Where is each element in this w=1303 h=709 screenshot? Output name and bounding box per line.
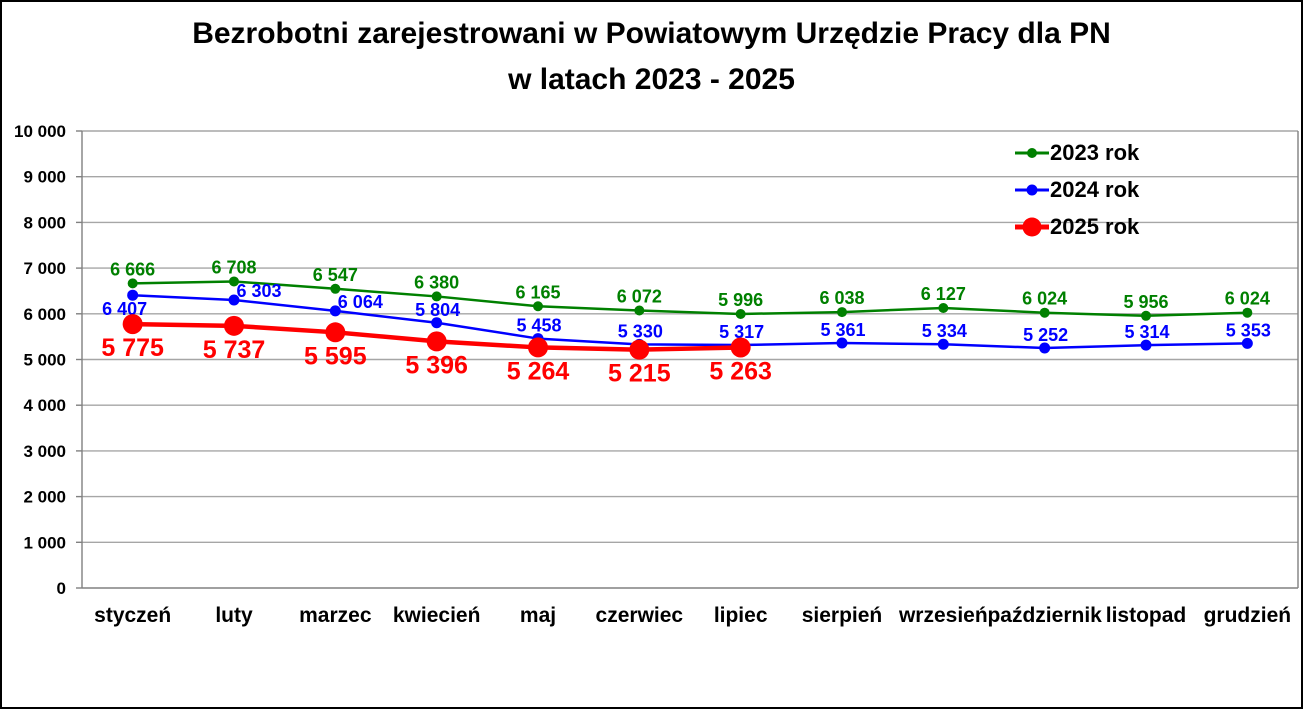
data-point-2023-7: [837, 307, 847, 318]
data-label-2023-6: 5 996: [718, 290, 763, 310]
data-label-2024-1: 6 303: [236, 281, 281, 301]
data-label-2024-11: 5 353: [1226, 320, 1271, 340]
data-point-2025-2: [325, 322, 346, 343]
data-point-2023-8: [938, 302, 949, 313]
data-label-2023-5: 6 072: [617, 287, 662, 307]
data-point-2023-11: [1242, 307, 1253, 318]
data-point-2025-1: [224, 315, 244, 336]
x-axis-label-2: marzec: [299, 604, 372, 627]
data-label-2024-0: 6 407: [102, 299, 147, 319]
data-point-2024-2: [329, 305, 341, 317]
data-label-2024-2: 6 064: [338, 292, 383, 312]
data-point-2023-3: [431, 291, 442, 302]
data-label-2023-10: 5 956: [1123, 292, 1168, 312]
x-axis-label-5: czerwiec: [596, 604, 684, 627]
data-point-2024-1: [228, 294, 240, 306]
data-label-2024-5: 5 330: [618, 321, 663, 341]
legend-item-2024: 2024 rok: [1015, 171, 1139, 208]
y-axis-label: 1 000: [23, 533, 66, 552]
x-axis-label-3: kwiecień: [393, 604, 481, 627]
data-point-2023-10: [1141, 310, 1151, 321]
x-axis-label-4: maj: [520, 604, 556, 627]
data-label-2024-10: 5 314: [1124, 322, 1169, 342]
data-point-2024-7: [836, 337, 848, 349]
data-point-2024-8: [937, 338, 949, 350]
y-axis-label: 0: [57, 579, 66, 598]
x-axis-label-9: październik: [987, 604, 1102, 627]
legend-marker-2025-icon: [1015, 217, 1049, 236]
data-label-2025-2: 5 595: [304, 342, 367, 370]
data-label-2023-0: 6 666: [110, 259, 155, 279]
x-axis-label-6: lipiec: [714, 604, 768, 627]
legend-label-2025: 2025 rok: [1050, 213, 1140, 239]
legend-item-2025: 2025 rok: [1015, 208, 1139, 245]
data-label-2025-6: 5 263: [709, 357, 772, 385]
data-label-2023-7: 6 038: [819, 288, 864, 308]
chart-title-line1: Bezrobotni zarejestrowani w Powiatowym U…: [192, 17, 1111, 50]
data-label-2024-7: 5 361: [820, 320, 865, 340]
chart-title-line2: w latach 2023 - 2025: [508, 63, 795, 96]
series-line-2023-rok: [131, 280, 1249, 318]
data-point-2023-9: [1039, 307, 1050, 318]
y-axis-label: 3 000: [23, 442, 66, 461]
data-point-2024-9: [1039, 342, 1051, 354]
data-label-2023-4: 6 165: [515, 282, 560, 302]
data-label-2024-9: 5 252: [1023, 325, 1068, 345]
data-point-2025-4: [528, 337, 548, 358]
legend-label-2024: 2024 rok: [1050, 176, 1140, 202]
x-axis-label-8: wrzesień: [898, 604, 988, 627]
data-point-2025-6: [730, 337, 751, 358]
x-axis-label-7: sierpień: [802, 604, 883, 627]
legend-marker-2023-icon: [1015, 147, 1049, 158]
data-label-2025-4: 5 264: [507, 357, 570, 385]
y-axis-label: 2 000: [23, 488, 66, 507]
data-label-2023-9: 6 024: [1022, 289, 1067, 309]
data-label-2025-3: 5 396: [405, 351, 468, 379]
y-axis-label: 5 000: [23, 351, 66, 370]
data-point-2024-3: [431, 317, 443, 329]
data-point-2024-0: [127, 289, 139, 301]
y-axis-label: 8 000: [23, 213, 66, 232]
x-axis-label-11: grudzień: [1204, 604, 1292, 627]
data-label-2023-3: 6 380: [414, 272, 459, 292]
y-axis-label: 10 000: [14, 122, 66, 141]
data-label-2025-0: 5 775: [101, 334, 164, 362]
data-point-2025-3: [426, 331, 447, 352]
data-label-2024-8: 5 334: [922, 321, 967, 341]
y-axis-label: 4 000: [23, 396, 66, 415]
y-axis-label: 9 000: [23, 168, 66, 187]
y-axis-label: 6 000: [23, 305, 66, 324]
data-label-2024-6: 5 317: [719, 322, 764, 342]
data-label-2023-11: 6 024: [1225, 289, 1270, 309]
series-line-2024-rok: [131, 293, 1249, 350]
legend-marker-2024-icon: [1015, 184, 1049, 195]
x-axis-label-1: luty: [215, 604, 253, 627]
data-point-2023-0: [127, 278, 138, 289]
data-point-2024-11: [1241, 337, 1253, 349]
legend: 2023 rok 2024 rok 2025 rok: [1015, 134, 1139, 245]
data-label-2024-3: 5 804: [415, 300, 460, 320]
chart-title: Bezrobotni zarejestrowani w Powiatowym U…: [2, 11, 1301, 103]
data-label-2025-1: 5 737: [203, 336, 266, 364]
data-point-2023-2: [330, 283, 341, 294]
y-axis-label: 7 000: [23, 259, 66, 278]
legend-label-2023: 2023 rok: [1050, 139, 1140, 165]
data-point-2023-4: [533, 301, 543, 312]
data-point-2025-0: [122, 314, 143, 335]
data-point-2023-5: [634, 305, 645, 316]
data-label-2025-5: 5 215: [608, 360, 671, 388]
data-point-2023-6: [735, 308, 746, 319]
data-point-2025-5: [629, 339, 650, 360]
data-point-2024-10: [1140, 339, 1152, 351]
legend-item-2023: 2023 rok: [1015, 134, 1139, 171]
data-label-2024-4: 5 458: [516, 316, 561, 336]
x-axis-label-0: styczeń: [94, 604, 171, 627]
data-label-2023-2: 6 547: [313, 265, 358, 285]
data-point-2023-1: [229, 276, 239, 287]
data-label-2023-8: 6 127: [921, 284, 966, 304]
data-label-2023-1: 6 708: [211, 257, 256, 277]
x-axis-label-10: listopad: [1106, 604, 1187, 627]
